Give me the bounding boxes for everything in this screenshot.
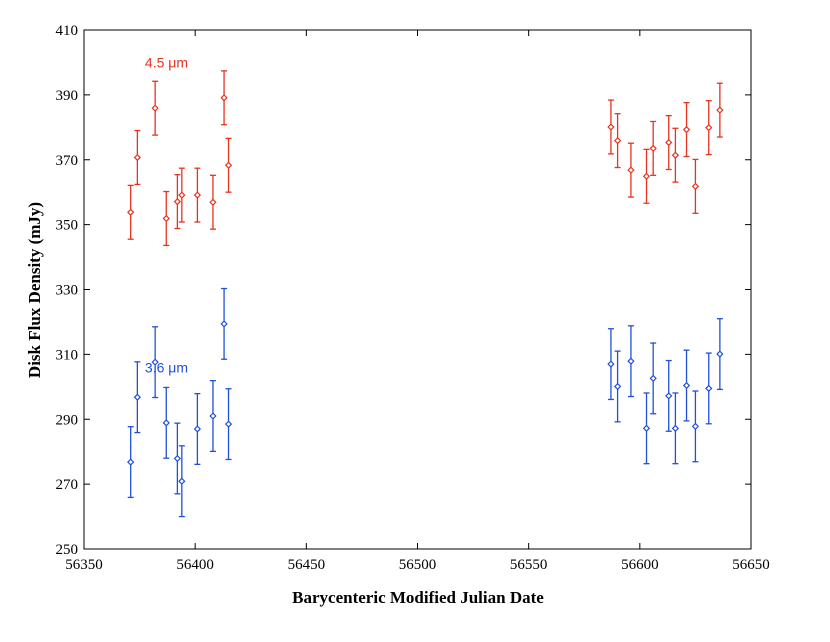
data-point <box>220 320 228 328</box>
data-point <box>224 161 233 169</box>
data-point <box>642 172 651 180</box>
data-point <box>162 419 170 427</box>
y-axis: 250 270 290 310 330 350 370 390 410 <box>56 23 751 558</box>
data-point <box>193 425 202 433</box>
x-axis: 56350 56400 56450 56500 56550 56600 56650 <box>65 30 770 573</box>
data-point <box>127 458 135 466</box>
data-point <box>151 358 159 366</box>
y-tick-label: 330 <box>56 283 79 299</box>
y-tick-label: 390 <box>56 88 79 104</box>
data-point <box>705 123 713 132</box>
y-tick-label: 290 <box>56 412 79 428</box>
data-point <box>607 123 615 131</box>
x-tick-label: 56350 <box>65 557 103 573</box>
data-point <box>224 420 233 428</box>
data-point <box>682 381 691 390</box>
x-tick-label: 56650 <box>732 557 770 573</box>
data-point <box>209 198 217 206</box>
data-point <box>649 374 657 383</box>
data-point <box>173 197 182 206</box>
series-4-5um: 4.5 μm <box>127 54 724 247</box>
data-point <box>716 350 724 358</box>
x-tick-label: 56500 <box>399 557 437 573</box>
series-3-6um: 3.6 μm <box>127 287 724 518</box>
data-point <box>173 454 182 463</box>
data-point <box>607 360 615 368</box>
data-point <box>716 106 724 114</box>
data-point <box>613 382 622 391</box>
data-point <box>151 104 159 112</box>
data-point <box>220 94 228 102</box>
x-tick-label: 56550 <box>510 557 548 573</box>
data-point <box>627 357 635 365</box>
data-point <box>178 477 186 485</box>
x-axis-title: Barycenteric Modified Julian Date <box>292 588 544 607</box>
data-point <box>133 153 142 162</box>
plot-frame <box>83 29 752 550</box>
x-tick-label: 56600 <box>621 557 659 573</box>
data-point <box>178 191 186 199</box>
data-point <box>127 208 135 216</box>
y-tick-label: 310 <box>56 347 79 363</box>
data-point <box>671 424 680 432</box>
data-point <box>671 151 680 159</box>
data-point <box>665 138 673 147</box>
data-point <box>133 393 142 401</box>
data-point <box>682 125 691 134</box>
data-point <box>642 424 651 432</box>
data-point <box>162 214 170 223</box>
y-tick-label: 350 <box>56 218 79 234</box>
data-point <box>649 144 657 153</box>
x-tick-label: 56400 <box>176 557 214 573</box>
series-layer: 4.5 μm 3.6 μm <box>127 54 724 518</box>
data-point <box>193 191 202 199</box>
y-tick-label: 370 <box>56 153 79 169</box>
series-label: 4.5 μm <box>145 54 188 70</box>
x-tick-label: 56450 <box>288 557 326 573</box>
y-axis-title: Disk Flux Density (mJy) <box>25 202 44 378</box>
series-label: 3.6 μm <box>145 359 188 375</box>
data-point <box>209 412 217 420</box>
data-point <box>691 422 700 431</box>
data-point <box>627 166 635 174</box>
data-point <box>705 384 713 393</box>
data-point <box>691 182 700 190</box>
y-tick-label: 410 <box>56 23 79 39</box>
data-point <box>665 392 673 400</box>
data-point <box>613 136 622 145</box>
y-tick-label: 270 <box>56 477 79 493</box>
y-tick-label: 250 <box>56 542 79 558</box>
